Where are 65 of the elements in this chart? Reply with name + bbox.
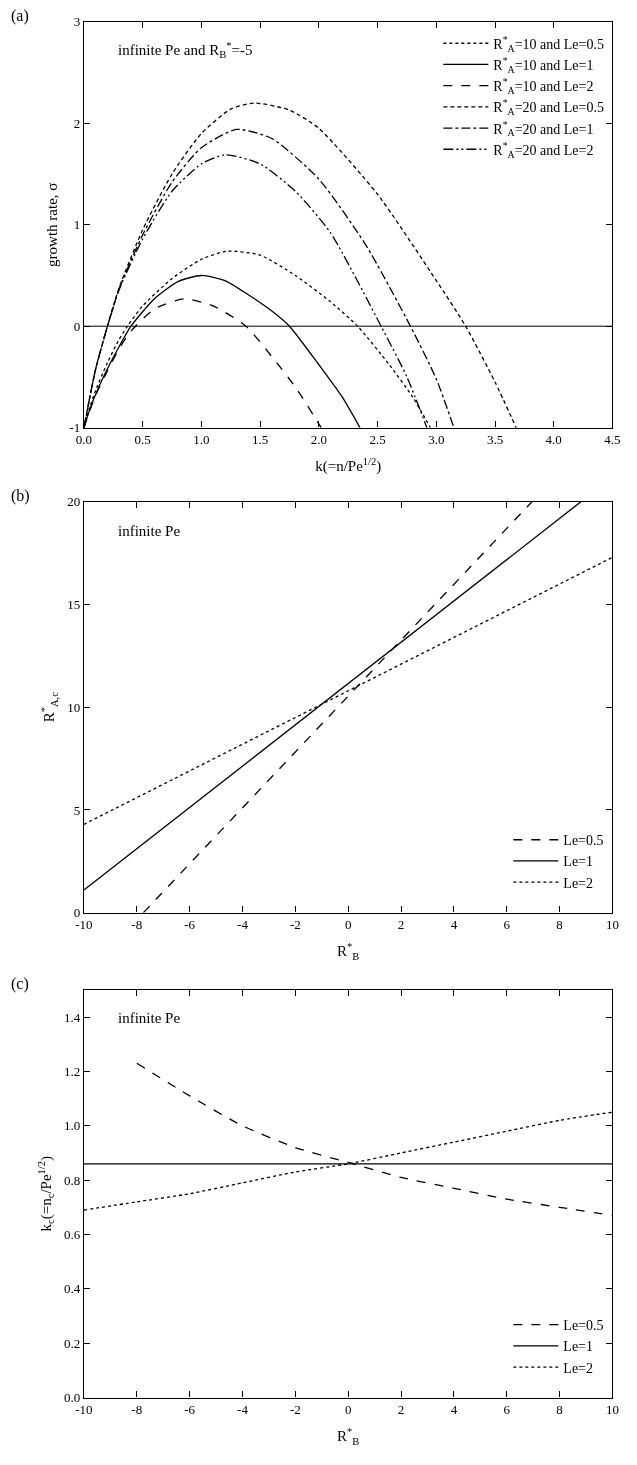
x-tick-label: 1.0 xyxy=(193,432,210,448)
x-tick-label: 3.0 xyxy=(428,432,445,448)
y-tick-label: 0.8 xyxy=(63,1172,81,1188)
y-tick-label: 2 xyxy=(73,115,81,131)
x-tick-label: 2 xyxy=(397,1402,405,1418)
x-tick-label: 1.5 xyxy=(251,432,269,448)
annotation: infinite Pe xyxy=(118,1010,181,1026)
legend-label: Le=0.5 xyxy=(563,1318,604,1334)
x-tick-label: -8 xyxy=(131,1402,143,1418)
x-tick-label: -8 xyxy=(131,917,143,933)
chart-title: (a) xyxy=(11,7,29,25)
y-tick-label: 0.6 xyxy=(63,1227,81,1243)
x-tick-label: 2.5 xyxy=(369,432,386,448)
legend-label: R$^{*}$$_{A}$=10 and Le=0.5 xyxy=(493,33,604,54)
x-tick-label: 6 xyxy=(503,917,511,933)
x-axis-title: k(=n/Pe$^{1/2}$) xyxy=(315,456,382,476)
y-axis-title: growth rate, σ xyxy=(43,182,60,267)
y-tick-label: 1 xyxy=(73,217,81,233)
annotation: infinite Pe xyxy=(118,523,181,539)
x-tick-label: -6 xyxy=(184,917,196,933)
x-tick-label: 0 xyxy=(344,1402,352,1418)
y-tick-label: 5 xyxy=(73,802,81,818)
x-tick-label: 0 xyxy=(344,917,352,933)
y-tick-label: 3 xyxy=(73,14,81,30)
y-tick-label: 10 xyxy=(67,699,81,715)
x-tick-label: 4 xyxy=(450,1402,458,1418)
x-tick-label: 2.0 xyxy=(310,432,327,448)
legend-label: R$^{*}$$_{A}$=20 and Le=0.5 xyxy=(493,97,604,118)
x-tick-label: -2 xyxy=(289,1402,301,1418)
legend-label: Le=1 xyxy=(563,854,594,870)
x-tick-label: -4 xyxy=(237,1402,249,1418)
legend-label: Le=1 xyxy=(563,1339,594,1355)
x-tick-label: 8 xyxy=(556,1402,563,1418)
x-tick-label: 2 xyxy=(397,917,405,933)
x-tick-label: -2 xyxy=(289,917,301,933)
y-tick-label: 0 xyxy=(73,318,81,334)
x-tick-label: 8 xyxy=(556,917,563,933)
legend-label: R$^{*}$$_{A}$=20 and Le=1 xyxy=(493,118,594,139)
y-tick-label: -1 xyxy=(69,420,81,436)
x-tick-label: 4.0 xyxy=(545,432,562,448)
x-tick-label: 4.5 xyxy=(604,432,621,448)
y-tick-label: 0.2 xyxy=(63,1335,81,1351)
y-tick-label: 1.4 xyxy=(63,1009,81,1025)
legend-label: Le=2 xyxy=(563,875,594,891)
x-tick-label: 3.5 xyxy=(486,432,504,448)
chart-title: (c) xyxy=(11,975,29,993)
x-tick-label: 10 xyxy=(605,917,619,933)
x-tick-label: 10 xyxy=(605,1402,619,1418)
annotation: infinite Pe and R$_{B}$$^{*}$=-5 xyxy=(118,40,253,61)
x-tick-label: -4 xyxy=(237,917,249,933)
x-tick-label: -6 xyxy=(184,1402,196,1418)
x-tick-label: 4 xyxy=(450,917,458,933)
x-tick-label: 6 xyxy=(503,1402,511,1418)
legend-label: Le=0.5 xyxy=(563,833,604,849)
y-tick-label: 15 xyxy=(67,597,81,613)
legend-label: R$^{*}$$_{A}$=20 and Le=2 xyxy=(493,139,594,160)
y-tick-label: 1.2 xyxy=(63,1063,81,1079)
y-tick-label: 0.4 xyxy=(63,1281,81,1297)
y-tick-label: 20 xyxy=(67,494,81,510)
y-tick-label: 1.0 xyxy=(63,1118,81,1134)
legend-label: Le=2 xyxy=(563,1360,594,1376)
x-tick-label: 0.5 xyxy=(134,432,151,448)
legend-label: R$^{*}$$_{A}$=10 and Le=1 xyxy=(493,55,594,75)
chart-title: (b) xyxy=(11,487,30,505)
legend-label: R$^{*}$$_{A}$=10 and Le=2 xyxy=(493,76,594,97)
